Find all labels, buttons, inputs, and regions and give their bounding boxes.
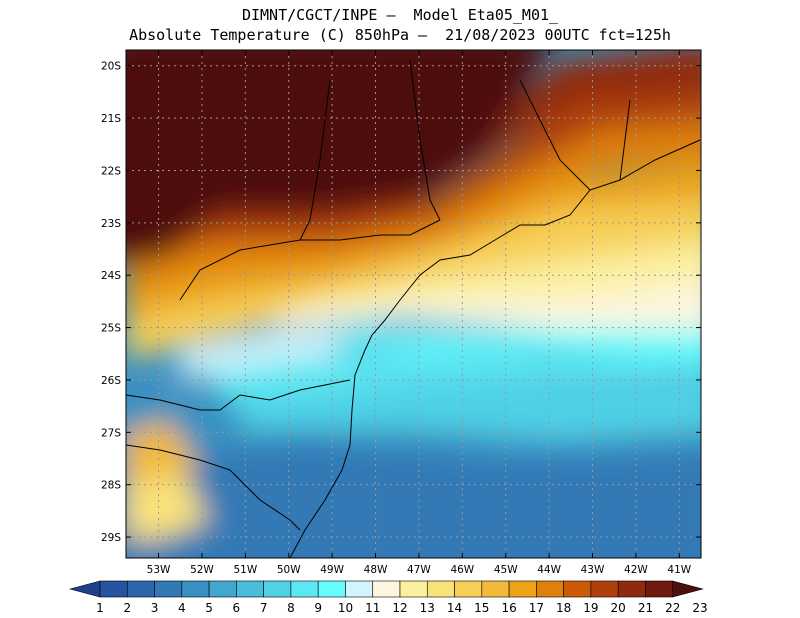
lon-tick-label: 41W xyxy=(667,564,691,576)
plot-frame xyxy=(125,49,702,559)
colorbar: 1 2 3 4 5 6 7 8 9 10 11 12 13 14 15 16 17 18 19 20 21 22 23 xyxy=(68,580,708,615)
colorbar-swatch xyxy=(536,580,564,598)
state-border xyxy=(619,99,631,181)
colorbar-label: 5 xyxy=(205,601,213,615)
chart-title-line-2: Absolute Temperature (C) 850hPa — 21/08/… xyxy=(129,26,671,44)
latitude-axis: 20S 21S 22S 23S 24S 25S 26S 27S 28S 29S xyxy=(101,61,701,544)
lat-tick-label: 27S xyxy=(101,427,121,439)
colorbar-label: 14 xyxy=(447,601,462,615)
colorbar-label: 22 xyxy=(665,601,680,615)
colorbar-swatch xyxy=(454,580,483,598)
colorbar-swatch xyxy=(345,580,374,598)
lat-tick-label: 25S xyxy=(101,323,121,335)
colorbar-label: 7 xyxy=(260,601,268,615)
coastline xyxy=(289,139,701,559)
colorbar-arrow-left xyxy=(68,580,101,598)
colorbar-swatch xyxy=(99,580,128,598)
lon-tick-label: 53W xyxy=(147,564,171,576)
colorbar-label: 15 xyxy=(474,601,489,615)
colorbar-label: 13 xyxy=(420,601,435,615)
lat-tick-label: 20S xyxy=(101,61,121,73)
gridlines xyxy=(126,50,701,558)
chart-title-line-1: DIMNT/CGCT/INPE — Model Eta05_M01_ xyxy=(241,6,559,24)
state-border xyxy=(409,59,441,221)
colorbar-label: 9 xyxy=(314,601,322,615)
colorbar-label: 2 xyxy=(123,601,131,615)
lat-tick-label: 26S xyxy=(101,375,121,387)
lon-tick-label: 47W xyxy=(407,564,431,576)
lon-tick-label: 46W xyxy=(450,564,474,576)
colorbar-swatch xyxy=(399,580,428,598)
colorbar-swatch xyxy=(508,580,537,598)
colorbar-label: 12 xyxy=(392,601,407,615)
lat-tick-label: 23S xyxy=(101,218,121,230)
coastline-and-borders xyxy=(125,59,701,559)
colorbar-label: 6 xyxy=(233,601,241,615)
lon-tick-label: 42W xyxy=(624,564,648,576)
state-border xyxy=(125,444,301,531)
colorbar-swatch xyxy=(372,580,401,598)
colorbar-swatch xyxy=(181,580,210,598)
lon-tick-label: 52W xyxy=(190,564,214,576)
colorbar-label: 11 xyxy=(365,601,380,615)
colorbar-swatch xyxy=(481,580,510,598)
colorbar-swatch xyxy=(126,580,155,598)
lon-tick-label: 48W xyxy=(364,564,388,576)
longitude-axis: 53W 52W 51W 50W 49W 48W 47W 46W 45W 44W 43W 42W 41W xyxy=(147,50,692,576)
colorbar-label: 18 xyxy=(556,601,571,615)
colorbar-label: 1 xyxy=(96,601,104,615)
colorbar-swatch xyxy=(236,580,264,598)
lat-tick-label: 21S xyxy=(101,113,121,125)
lon-tick-label: 50W xyxy=(277,564,301,576)
lat-tick-label: 28S xyxy=(101,480,121,492)
lon-tick-label: 43W xyxy=(581,564,605,576)
lat-tick-label: 29S xyxy=(101,532,121,544)
colorbar-swatch xyxy=(563,580,592,598)
temperature-field xyxy=(126,50,701,558)
lon-tick-label: 45W xyxy=(494,564,518,576)
colorbar-swatch xyxy=(590,580,619,598)
lon-tick-label: 49W xyxy=(320,564,344,576)
colorbar-swatch xyxy=(617,580,646,598)
colorbar-swatch xyxy=(645,580,674,598)
colorbar-swatch xyxy=(208,580,237,598)
colorbar-label: 3 xyxy=(151,601,159,615)
state-border xyxy=(179,219,441,301)
colorbar-label: 8 xyxy=(287,601,295,615)
colorbar-label: 19 xyxy=(583,601,598,615)
colorbar-swatch xyxy=(426,580,455,598)
colorbar-label: 20 xyxy=(611,601,626,615)
colorbar-label: 21 xyxy=(638,601,653,615)
colorbar-label: 23 xyxy=(692,601,707,615)
lon-tick-label: 51W xyxy=(233,564,257,576)
lon-tick-label: 44W xyxy=(537,564,561,576)
state-border xyxy=(519,79,591,191)
colorbar-label: 17 xyxy=(529,601,544,615)
colorbar-arrow-right xyxy=(672,580,704,598)
colorbar-swatch xyxy=(290,580,319,598)
colorbar-swatch xyxy=(154,580,183,598)
lat-tick-label: 22S xyxy=(101,165,121,177)
colorbar-swatch xyxy=(263,580,292,598)
colorbar-swatch xyxy=(317,580,346,598)
colorbar-label: 10 xyxy=(338,601,353,615)
state-border xyxy=(299,79,331,241)
colorbar-label: 16 xyxy=(501,601,516,615)
lat-tick-label: 24S xyxy=(101,270,121,282)
state-border xyxy=(125,379,351,411)
colorbar-label: 4 xyxy=(178,601,186,615)
